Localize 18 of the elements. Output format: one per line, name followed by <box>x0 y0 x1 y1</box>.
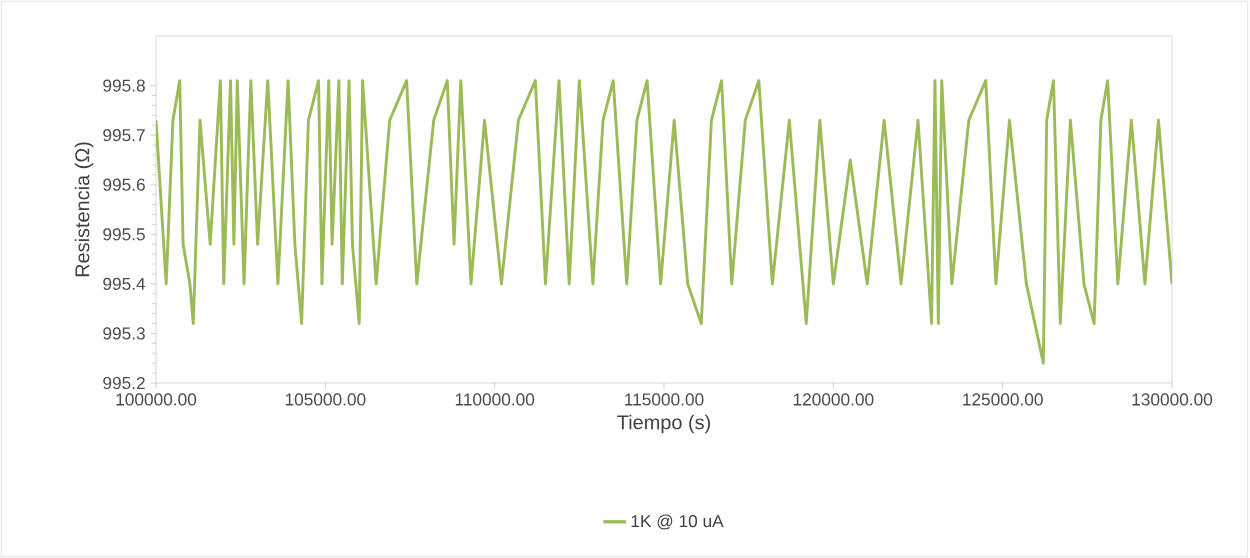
x-tick-label: 125000.00 <box>963 393 1043 406</box>
y-tick-label: 995.6 <box>103 178 145 191</box>
line-series <box>156 79 1173 365</box>
y-tick-label: 995.7 <box>103 129 145 142</box>
x-tick-label: 120000.00 <box>793 393 874 406</box>
x-tick-label: 100000.00 <box>116 393 197 406</box>
y-tick-label: 995.3 <box>103 327 145 340</box>
x-axis-title: Tiempo (s) <box>617 414 710 434</box>
x-tick-label: 115000.00 <box>625 393 704 406</box>
x-tick-label: 105000.00 <box>285 393 366 406</box>
x-tick-label: 110000.00 <box>455 393 535 406</box>
y-tick-label: 995.5 <box>103 228 145 241</box>
y-tick-label: 995.8 <box>103 79 145 92</box>
y-tick-label: 995.4 <box>103 277 146 290</box>
x-tick-label: 130000.00 <box>1132 393 1213 406</box>
y-axis-title: Resistencia (Ω) <box>74 142 94 277</box>
legend-label: 1K @ 10 uA <box>631 514 724 530</box>
y-tick-label: 995.2 <box>103 376 145 390</box>
